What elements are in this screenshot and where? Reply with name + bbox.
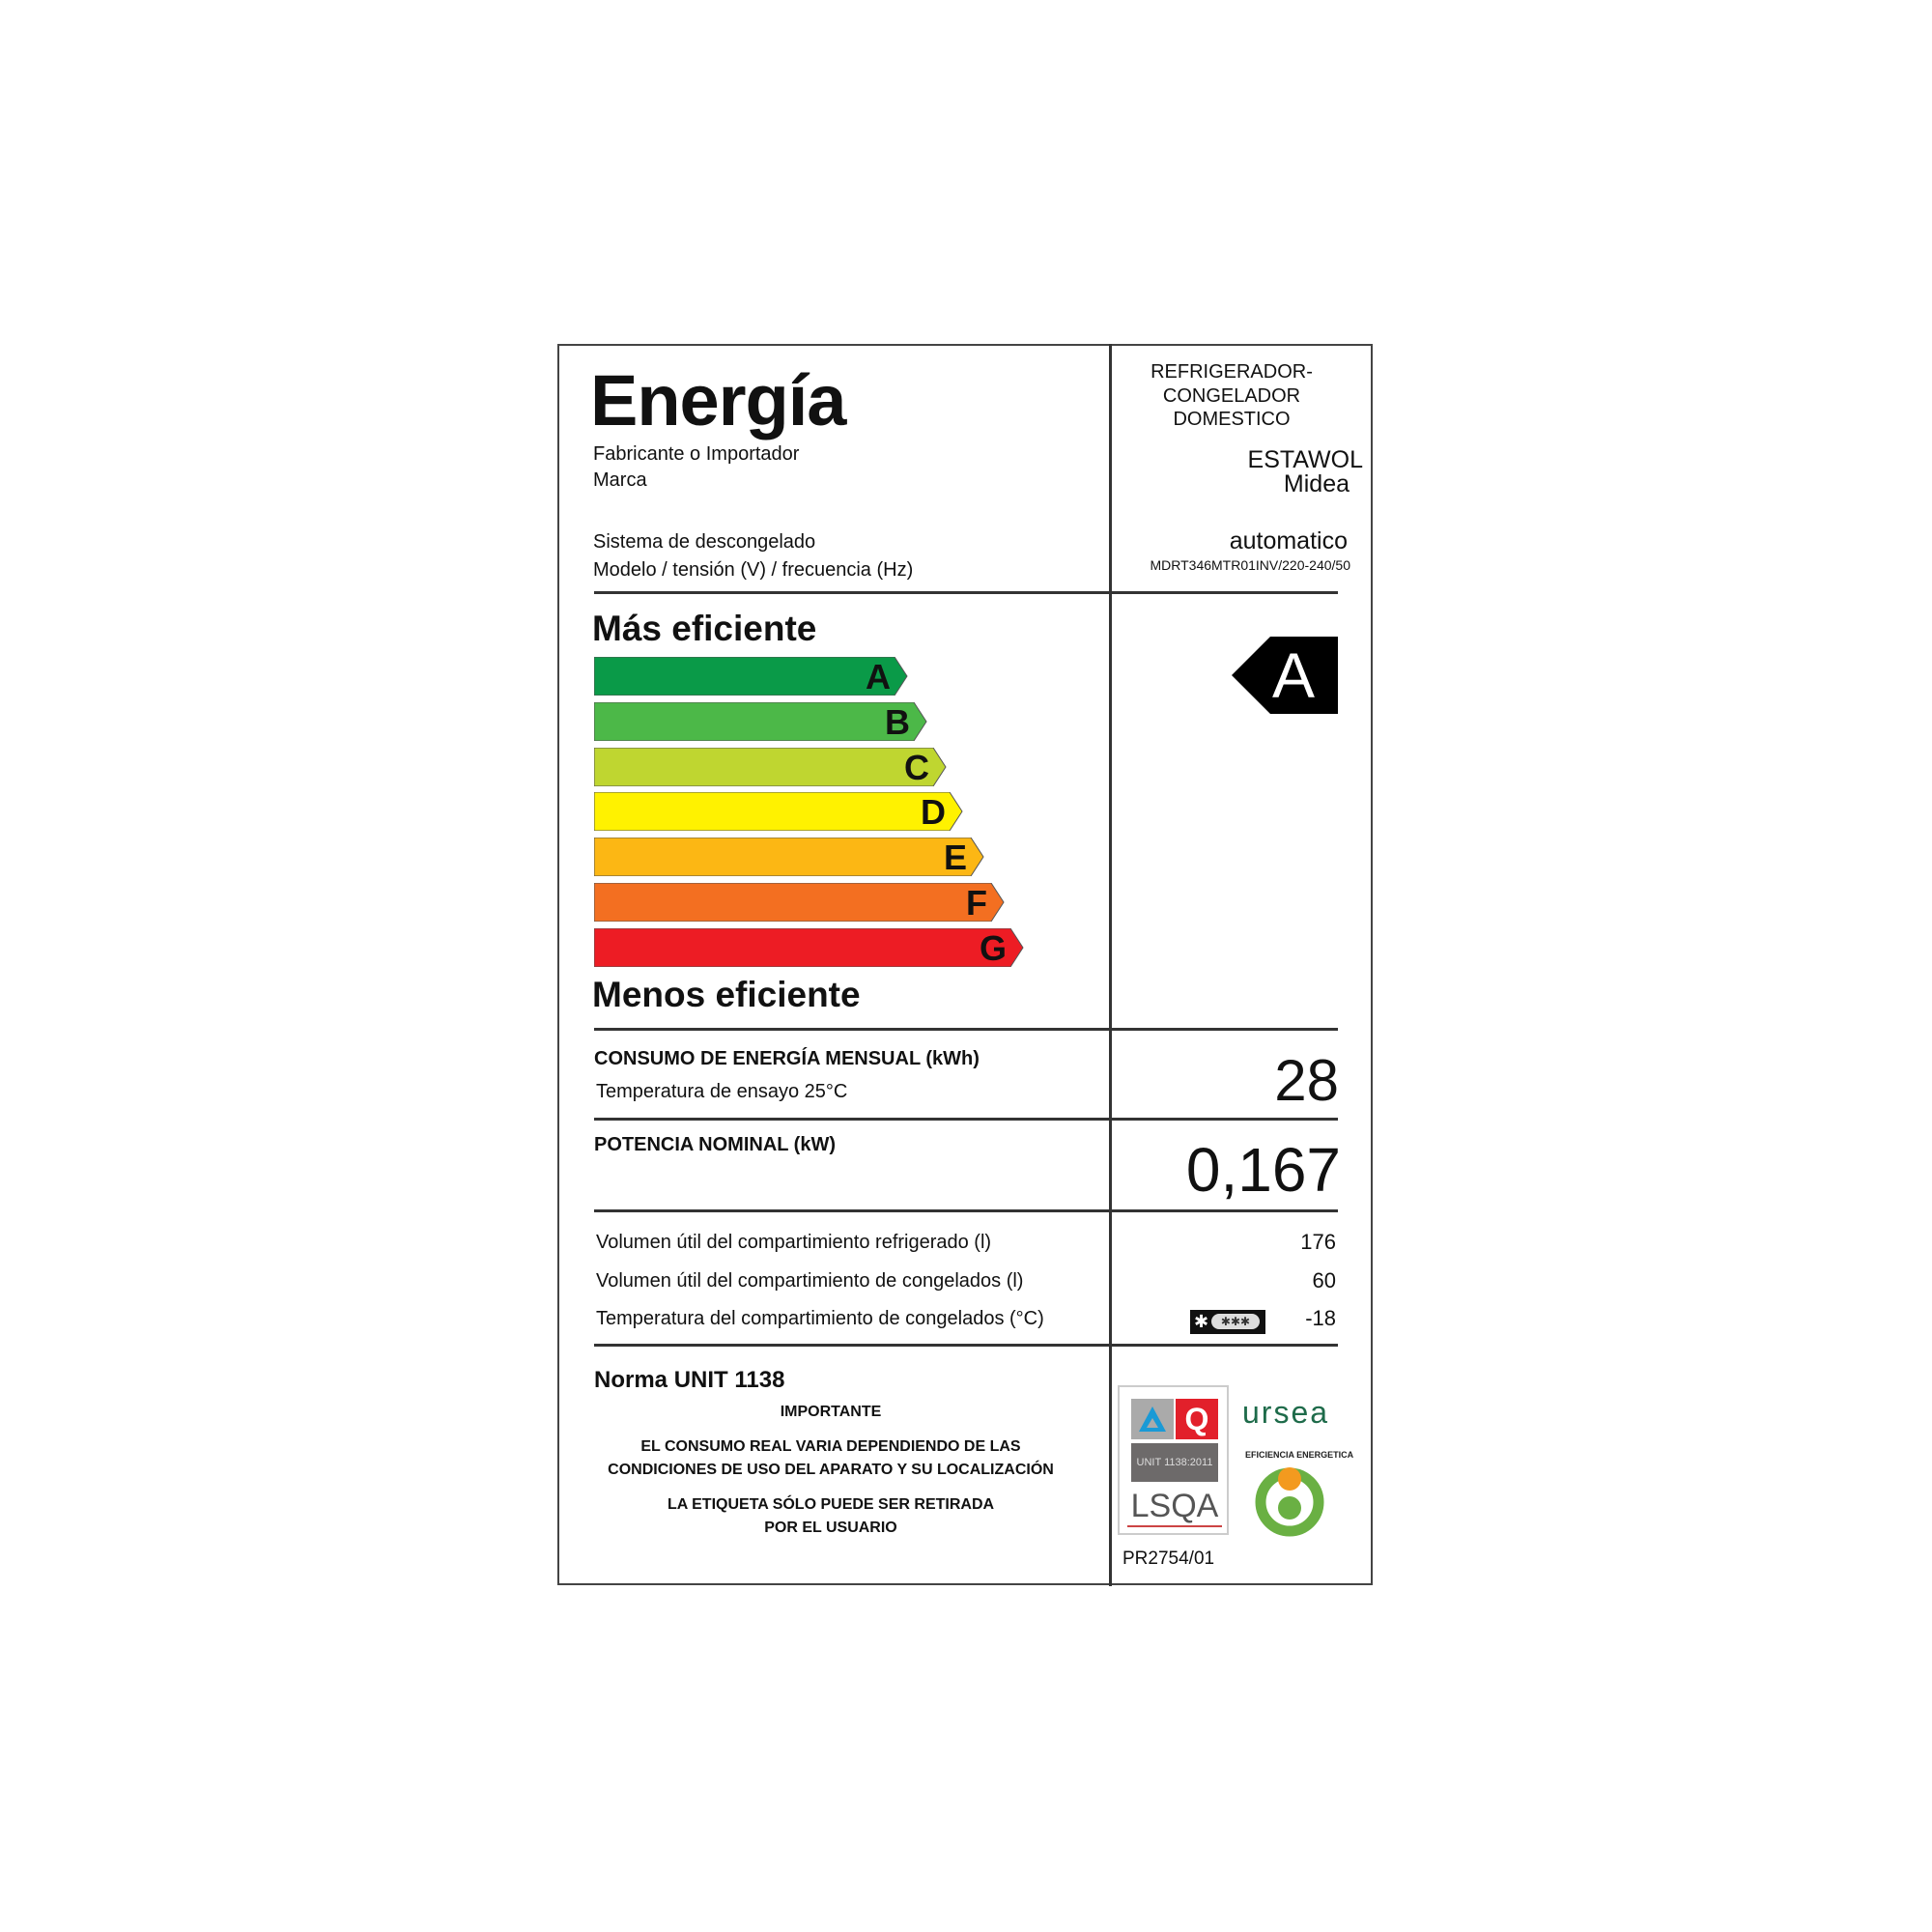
efficiency-class-letter: E xyxy=(943,838,967,878)
rating-letter: A xyxy=(1272,639,1316,711)
notice-line: EL CONSUMO REAL VARIA DEPENDIENDO DE LAS xyxy=(640,1438,1021,1455)
rating-indicator: A xyxy=(1232,637,1338,714)
efficiency-class-letter: G xyxy=(979,927,1007,968)
efficiency-logo-text: EFICIENCIA ENERGETICA xyxy=(1245,1450,1354,1460)
energy-label xyxy=(557,344,1373,1585)
efficiency-bar-a: A xyxy=(594,657,908,696)
defrost-value: automatico xyxy=(1229,527,1348,554)
removal-notice: LA ETIQUETA SÓLO PUEDE SER RETIRADA POR … xyxy=(580,1493,1082,1540)
efficiency-bar-e: E xyxy=(594,838,984,878)
defrost-label: Sistema de descongelado xyxy=(593,531,816,553)
appliance-type-line: CONGELADOR xyxy=(1162,384,1301,407)
efficiency-class-letter: F xyxy=(966,883,987,923)
manufacturer-value: ESTAWOL xyxy=(1247,446,1363,473)
energy-efficiency-logo: EFICIENCIA ENERGETICA xyxy=(1239,1450,1353,1539)
notice-line: LA ETIQUETA SÓLO PUEDE SER RETIRADA xyxy=(667,1496,995,1513)
test-temperature-label: Temperatura de ensayo 25°C xyxy=(596,1081,848,1102)
brand-label: Marca xyxy=(593,469,647,491)
spec-label: Volumen útil del compartimiento de conge… xyxy=(596,1270,1024,1292)
divider xyxy=(594,1118,1338,1121)
appliance-type: REFRIGERADOR- CONGELADOR DOMESTICO xyxy=(1111,360,1352,432)
most-efficient-label: Más eficiente xyxy=(592,609,817,648)
divider xyxy=(594,1028,1338,1031)
unit-badge: UNIT 1138:2011 xyxy=(1131,1443,1218,1482)
efficiency-bar-g: G xyxy=(594,927,1024,968)
four-star-freezer-icon: ✱ ✱✱✱ xyxy=(1190,1310,1265,1334)
column-divider xyxy=(1109,344,1112,1586)
spec-value: -18 xyxy=(1305,1306,1336,1330)
consumption-label: CONSUMO DE ENERGÍA MENSUAL (kWh) xyxy=(594,1048,980,1069)
lsqa-logo: Q UNIT 1138:2011 LSQA xyxy=(1118,1385,1229,1535)
notice-line: CONDICIONES DE USO DEL APARATO Y SU LOCA… xyxy=(608,1462,1054,1478)
spec-value: 60 xyxy=(1312,1268,1336,1293)
triangle-logo-icon xyxy=(1131,1399,1174,1439)
efficiency-class-letter: A xyxy=(866,657,891,696)
ursea-logo: ursea xyxy=(1242,1395,1330,1430)
efficiency-class-letter: B xyxy=(885,701,910,742)
efficiency-bar-b: B xyxy=(594,701,927,742)
spec-value: 176 xyxy=(1300,1230,1336,1254)
power-label: POTENCIA NOMINAL (kW) xyxy=(594,1134,836,1155)
efficiency-class-letter: D xyxy=(921,792,946,833)
model-value: MDRT346MTR01INV/220-240/50 xyxy=(1150,557,1350,573)
efficiency-bar-f: F xyxy=(594,883,1005,923)
norm-label: Norma UNIT 1138 xyxy=(594,1367,785,1393)
appliance-type-line: DOMESTICO xyxy=(1173,409,1291,430)
lsqa-text: LSQA xyxy=(1127,1488,1222,1527)
q-logo-icon: Q xyxy=(1176,1399,1218,1439)
efficiency-bar-c: C xyxy=(594,747,947,787)
brand-value: Midea xyxy=(1283,470,1350,497)
efficiency-class-letter: C xyxy=(904,747,929,787)
power-value: 0,167 xyxy=(1185,1135,1341,1205)
spec-label: Volumen útil del compartimiento refriger… xyxy=(596,1232,992,1253)
important-label: IMPORTANTE xyxy=(780,1404,882,1420)
model-label: Modelo / tensión (V) / frecuencia (Hz) xyxy=(593,559,914,581)
consumption-notice: EL CONSUMO REAL VARIA DEPENDIENDO DE LAS… xyxy=(580,1435,1082,1482)
spec-label: Temperatura del compartimiento de congel… xyxy=(596,1308,1044,1329)
label-title: Energía xyxy=(590,360,846,440)
consumption-value: 28 xyxy=(1274,1048,1339,1113)
divider xyxy=(594,591,1338,594)
least-efficient-label: Menos eficiente xyxy=(592,975,861,1014)
manufacturer-label: Fabricante o Importador xyxy=(593,443,800,465)
divider xyxy=(594,1344,1338,1347)
notice-line: POR EL USUARIO xyxy=(764,1520,897,1536)
certificate-code: PR2754/01 xyxy=(1122,1548,1215,1569)
divider xyxy=(594,1209,1338,1212)
efficiency-bar-d: D xyxy=(594,792,963,833)
appliance-type-line: REFRIGERADOR- xyxy=(1151,361,1313,383)
